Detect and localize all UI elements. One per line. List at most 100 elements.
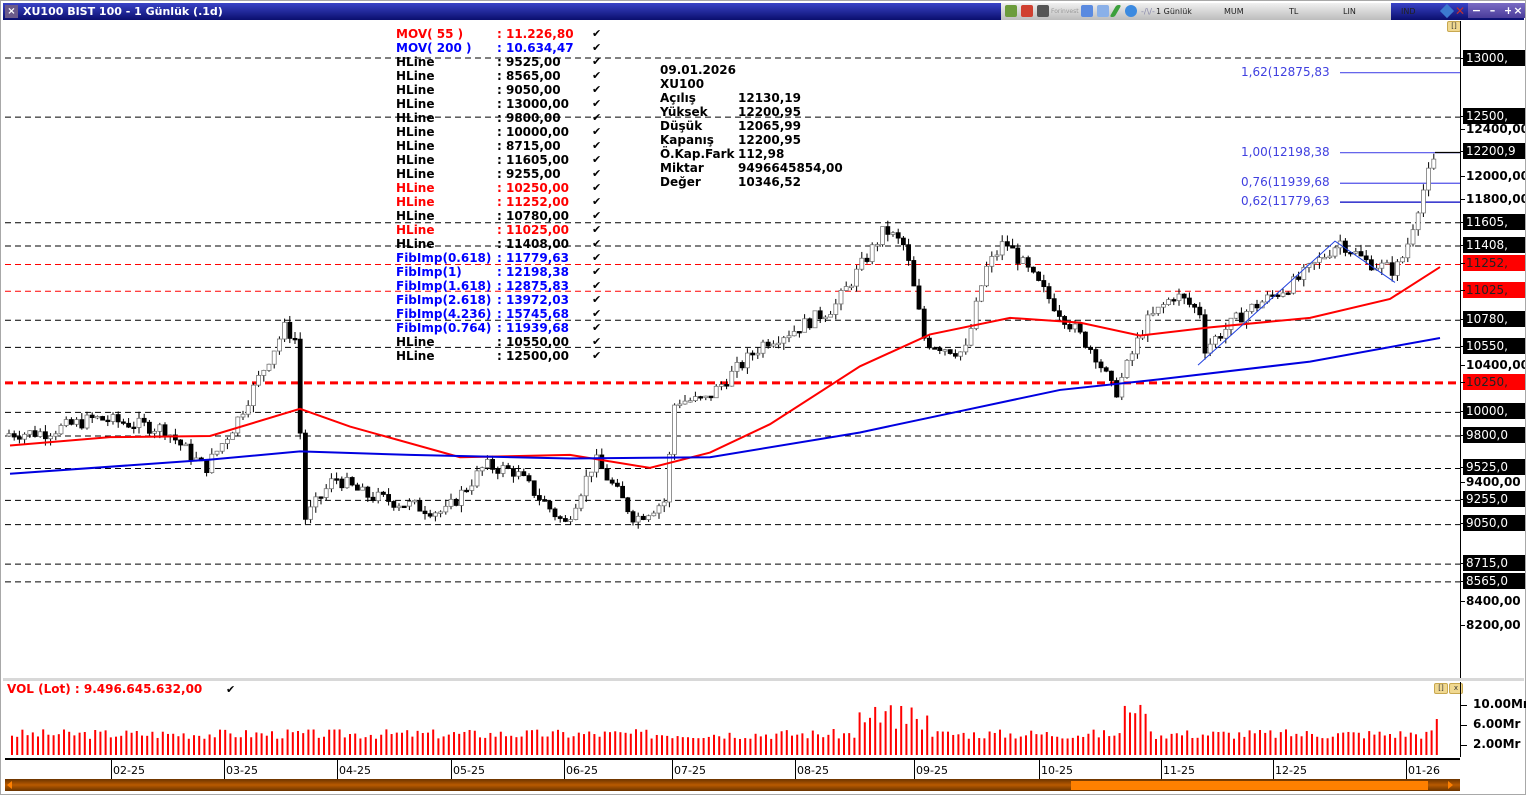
price-chart[interactable] [5, 21, 1460, 678]
check-icon[interactable]: ✔ [592, 55, 602, 68]
legend-item[interactable]: HLine: 9525,00 ✔ [396, 55, 606, 69]
scroll-thumb[interactable] [1071, 781, 1428, 790]
legend-name: HLine [396, 335, 435, 349]
check-icon[interactable]: ✔ [592, 321, 602, 334]
palette-icon[interactable] [1021, 5, 1033, 17]
pencil-icon[interactable] [1109, 5, 1122, 17]
legend-item[interactable]: HLine: 11605,00 ✔ [396, 153, 606, 167]
currency-button[interactable]: TL [1289, 7, 1299, 16]
tree-icon[interactable] [1005, 5, 1017, 17]
legend-item[interactable]: HLine: 13000,00 ✔ [396, 97, 606, 111]
scroll-right-icon[interactable] [1448, 781, 1453, 789]
volume-panel-close-icon[interactable]: x [1449, 683, 1463, 694]
grid-icon[interactable] [1081, 5, 1093, 17]
fib-level-label: 0,62(11779,63 [1241, 194, 1330, 208]
horizontal-scrollbar[interactable] [5, 779, 1460, 791]
minimize-button[interactable]: − [1468, 3, 1485, 18]
legend-value: : 11408,00 [497, 237, 569, 251]
legend-value: : 9050,00 [497, 83, 561, 97]
legend-item[interactable]: HLine: 10000,00 ✔ [396, 125, 606, 139]
price-label: 10550, [1463, 338, 1525, 354]
legend-item[interactable]: HLine: 8715,00 ✔ [396, 139, 606, 153]
check-icon[interactable]: ✔ [592, 181, 602, 194]
indicators-button[interactable]: IND [1401, 7, 1416, 16]
tools-icon[interactable]: ✕ [1455, 4, 1466, 18]
legend-name: HLine [396, 209, 435, 223]
legend-item[interactable]: HLine: 9255,00 ✔ [396, 167, 606, 181]
legend-item[interactable]: HLine: 10780,00 ✔ [396, 209, 606, 223]
check-icon[interactable]: ✔ [592, 223, 602, 236]
legend-item[interactable]: MOV( 200 ): 10.634,47 ✔ [396, 41, 606, 55]
check-icon[interactable]: ✔ [592, 153, 602, 166]
volume-panel-restore-icon[interactable]: [] [1434, 683, 1448, 694]
price-label: 8565,0 [1463, 573, 1525, 589]
scale-button[interactable]: LIN [1343, 7, 1356, 16]
period-button[interactable]: 1 Günlük [1156, 7, 1192, 16]
move-icon[interactable] [1125, 5, 1137, 17]
chart-type-button[interactable]: MUM [1224, 7, 1244, 16]
check-icon[interactable]: ✔ [592, 335, 602, 348]
template-icon[interactable] [1037, 5, 1049, 17]
time-label: 11-25 [1161, 760, 1195, 780]
wave-icon[interactable]: -/\/- [1141, 7, 1155, 16]
check-icon[interactable]: ✔ [592, 265, 602, 278]
legend-item[interactable]: HLine: 10550,00 ✔ [396, 335, 606, 349]
legend-item[interactable]: HLine: 11025,00 ✔ [396, 223, 606, 237]
check-icon[interactable]: ✔ [592, 293, 602, 306]
check-icon[interactable]: ✔ [592, 251, 602, 264]
check-icon[interactable]: ✔ [592, 83, 602, 96]
legend-item[interactable]: FibImp(0.618): 11779,63 ✔ [396, 251, 606, 265]
price-axis[interactable]: 13000, 12500, 12400,00 12200,9 12000,00 11800… [1460, 21, 1525, 678]
check-icon[interactable]: ✔ [226, 683, 236, 696]
legend-item[interactable]: HLine: 11408,00 ✔ [396, 237, 606, 251]
info-key: Ö.Kap.Fark [660, 147, 735, 161]
info-symbol: XU100 [660, 77, 705, 91]
legend-name: HLine [396, 55, 435, 69]
time-label: 06-25 [564, 760, 598, 780]
check-icon[interactable]: ✔ [592, 209, 602, 222]
legend-item[interactable]: HLine: 9800,00 ✔ [396, 111, 606, 125]
check-icon[interactable]: ✔ [592, 279, 602, 292]
legend-item[interactable]: FibImp(0.764): 11939,68 ✔ [396, 321, 606, 335]
check-icon[interactable]: ✔ [592, 195, 602, 208]
chart-icon[interactable] [1097, 5, 1109, 17]
restore-button[interactable]: – [1484, 3, 1501, 18]
check-icon[interactable]: ✔ [592, 167, 602, 180]
check-icon[interactable]: ✔ [592, 307, 602, 320]
check-icon[interactable]: ✔ [592, 237, 602, 250]
volume-legend: VOL (Lot) : 9.496.645.632,00 [7, 682, 203, 696]
legend-name: HLine [396, 139, 435, 153]
price-label: 11252, [1463, 255, 1525, 271]
legend-item[interactable]: HLine: 9050,00 ✔ [396, 83, 606, 97]
info-row: Değer 10346,52 [660, 175, 860, 189]
price-label: 10250, [1463, 374, 1525, 390]
check-icon[interactable]: ✔ [592, 97, 602, 110]
volume-chart[interactable] [5, 682, 1460, 757]
legend-item[interactable]: FibImp(2.618): 13972,03 ✔ [396, 293, 606, 307]
legend-item[interactable]: MOV( 55 ): 11.226,80 ✔ [396, 27, 606, 41]
check-icon[interactable]: ✔ [592, 125, 602, 138]
info-key: Düşük [660, 119, 703, 133]
legend-item[interactable]: FibImp(1.618): 12875,83 ✔ [396, 279, 606, 293]
check-icon[interactable]: ✔ [592, 69, 602, 82]
legend-value: : 11939,68 [497, 321, 569, 335]
check-icon[interactable]: ✔ [592, 111, 602, 124]
scroll-left-icon[interactable] [7, 781, 12, 789]
legend-item[interactable]: FibImp(1): 12198,38 ✔ [396, 265, 606, 279]
check-icon[interactable]: ✔ [592, 349, 602, 362]
legend-item[interactable]: HLine: 8565,00 ✔ [396, 69, 606, 83]
panel-separator[interactable] [3, 678, 1524, 681]
legend-item[interactable]: FibImp(4.236): 15745,68 ✔ [396, 307, 606, 321]
info-key: Yüksek [660, 105, 708, 119]
info-row: Yüksek 12200,95 [660, 105, 860, 119]
time-label: 01-26 [1406, 760, 1440, 780]
legend-item[interactable]: HLine: 10250,00 ✔ [396, 181, 606, 195]
check-icon[interactable]: ✔ [592, 139, 602, 152]
close-window-button[interactable]: × [1511, 3, 1525, 18]
info-key: Açılış [660, 91, 696, 105]
legend-item[interactable]: HLine: 12500,00 ✔ [396, 349, 606, 363]
close-icon[interactable]: × [5, 5, 18, 18]
check-icon[interactable]: ✔ [592, 27, 602, 40]
check-icon[interactable]: ✔ [592, 41, 602, 54]
legend-item[interactable]: HLine: 11252,00 ✔ [396, 195, 606, 209]
